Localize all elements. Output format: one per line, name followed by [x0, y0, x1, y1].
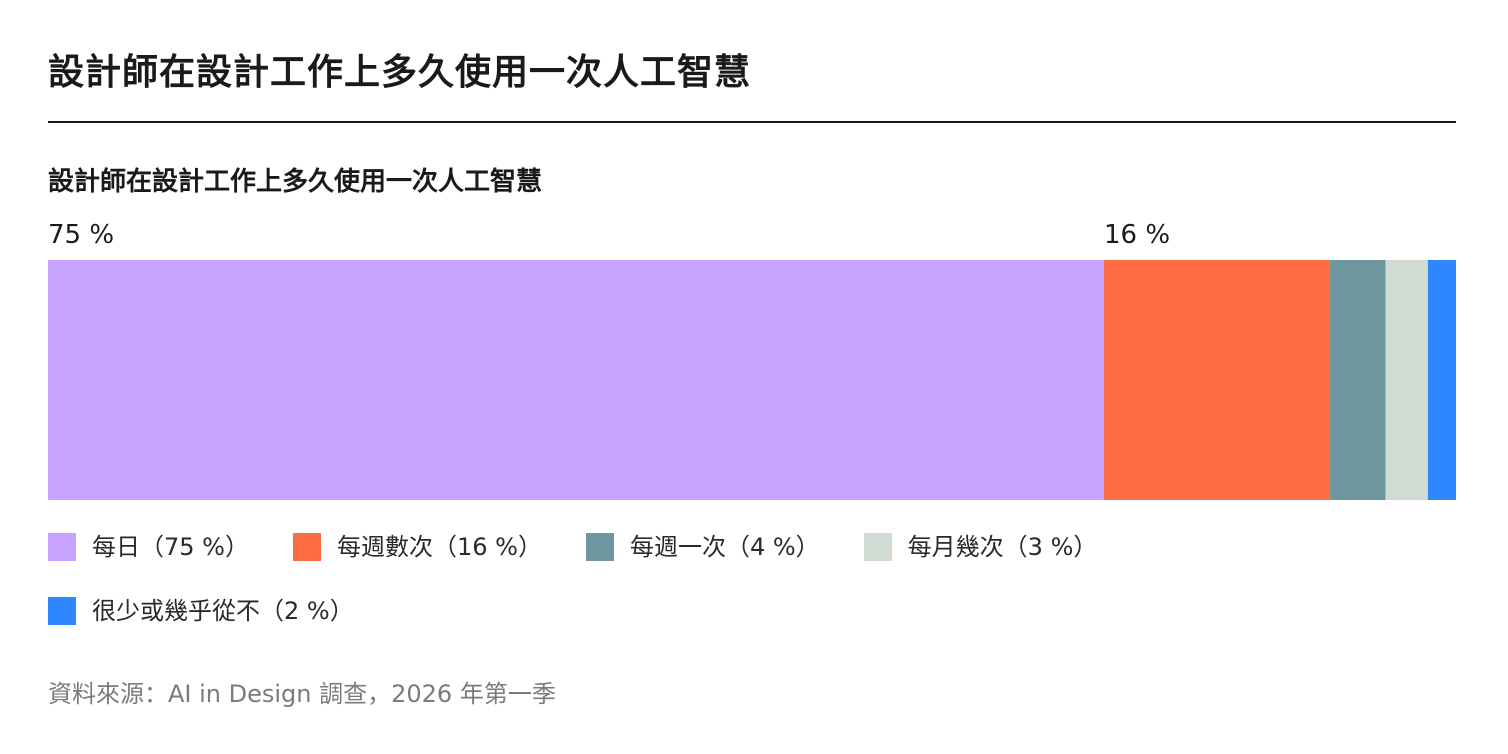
- stacked-bar-chart: 75 % 16 %: [48, 220, 1456, 500]
- bar-segment-1: [48, 260, 1104, 500]
- data-label-2: 16 %: [1104, 220, 1170, 250]
- legend-label: 每週數次（16 %）: [336, 533, 542, 561]
- legend-swatch: [585, 533, 614, 561]
- legend-label: 每月幾次（3 %）: [907, 533, 1098, 561]
- legend-item-2: 每週數次（16 %）: [292, 530, 542, 564]
- bar-segment-5: [1427, 260, 1456, 500]
- data-labels: 75 % 16 %: [48, 220, 1170, 250]
- bar-segments: [48, 260, 1456, 500]
- legend-item-1: 每日（75 %）: [48, 530, 249, 564]
- legend-swatch: [48, 533, 76, 561]
- page-title: 設計師在設計工作上多久使用一次人工智慧: [48, 52, 752, 93]
- legend-swatch: [863, 533, 892, 561]
- bar-segment-2: [1104, 260, 1330, 500]
- legend-label: 很少或幾乎從不（2 %）: [92, 597, 354, 625]
- chart-title: 設計師在設計工作上多久使用一次人工智慧: [48, 167, 543, 197]
- bar-segment-4: [1385, 260, 1428, 500]
- legend-swatch: [48, 597, 76, 625]
- legend-label: 每日（75 %）: [92, 533, 249, 561]
- legend-item-5: 很少或幾乎從不（2 %）: [48, 594, 354, 628]
- legend-item-4: 每月幾次（3 %）: [863, 530, 1098, 564]
- source-note: 資料來源：AI in Design 調查，2026 年第一季: [48, 680, 556, 708]
- title-divider: [48, 121, 1456, 123]
- bar-segment-3: [1329, 260, 1386, 500]
- chart-legend: 每日（75 %） 每週數次（16 %） 每週一次（4 %） 每月幾次（3 %） 很少或幾…: [48, 530, 1208, 628]
- legend-swatch: [292, 533, 321, 561]
- legend-label: 每週一次（4 %）: [629, 533, 820, 561]
- legend-item-3: 每週一次（4 %）: [585, 530, 820, 564]
- data-label-1: 75 %: [48, 220, 114, 250]
